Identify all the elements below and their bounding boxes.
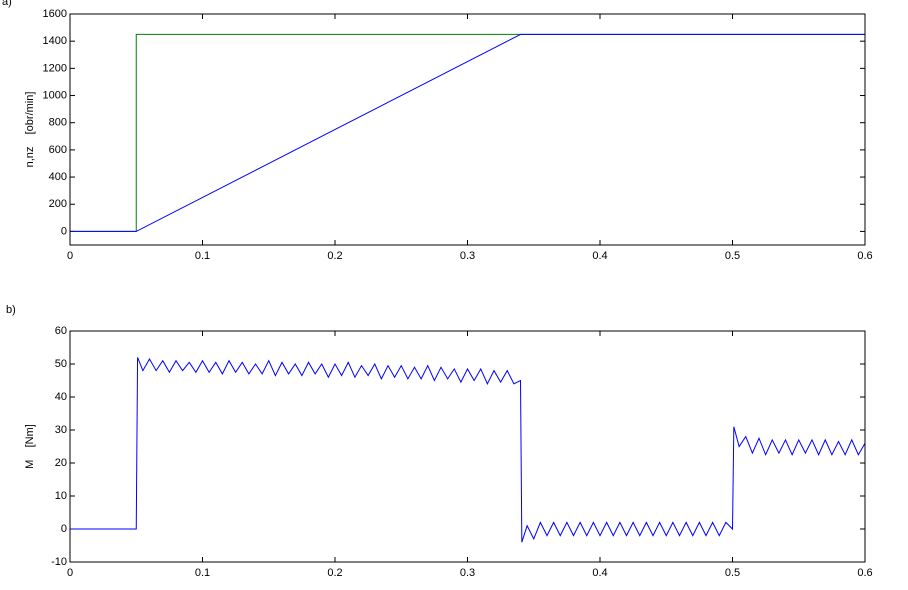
y-tick-label: 1400: [43, 35, 67, 47]
x-tick-label: 0.4: [592, 250, 607, 262]
axes-background: [70, 14, 865, 245]
x-tick-label: 0.6: [857, 250, 872, 262]
x-tick-label: 0.5: [725, 250, 740, 262]
y-tick-label: 400: [49, 171, 67, 183]
panel-label: b): [6, 304, 16, 316]
series-line: [70, 33, 865, 232]
y-tick-label: 1600: [43, 8, 67, 20]
y-tick-label: 20: [55, 457, 67, 469]
y-tick-label: 30: [55, 424, 67, 436]
x-tick-label: 0.2: [327, 250, 342, 262]
axes-box: [69, 13, 866, 246]
x-tick-label: 0.2: [327, 567, 342, 579]
y-tick-label: 10: [55, 490, 67, 502]
y-tick-label: 40: [55, 391, 67, 403]
x-tick-label: 0.4: [592, 567, 607, 579]
x-tick-label: 0.3: [460, 250, 475, 262]
y-tick-label: 60: [55, 325, 67, 337]
y-tick-label: 0: [61, 225, 67, 237]
x-tick-label: 0.6: [857, 567, 872, 579]
y-tick-label: 0: [61, 523, 67, 535]
x-tick-label: 0.5: [725, 567, 740, 579]
y-tick-label: -10: [51, 556, 67, 568]
x-tick-label: 0.1: [195, 567, 210, 579]
y-tick-label: 1200: [43, 62, 67, 74]
x-tick-label: 0: [67, 250, 73, 262]
y-tick-label: 600: [49, 144, 67, 156]
x-tick-label: 0.1: [195, 250, 210, 262]
y-tick-label: 1000: [43, 89, 67, 101]
y-tick-label: 800: [49, 117, 67, 129]
panel-label: a): [2, 0, 12, 8]
y-tick-label: 50: [55, 358, 67, 370]
x-tick-label: 0.3: [460, 567, 475, 579]
y-axis-label: n,nz [obr/min]: [24, 92, 36, 168]
x-tick-label: 0: [67, 567, 73, 579]
y-tick-label: 200: [49, 198, 67, 210]
axes-background: [70, 331, 865, 562]
series-line: [70, 357, 866, 543]
y-axis-label: M [Nm]: [24, 424, 36, 469]
axes-box: [69, 330, 866, 563]
